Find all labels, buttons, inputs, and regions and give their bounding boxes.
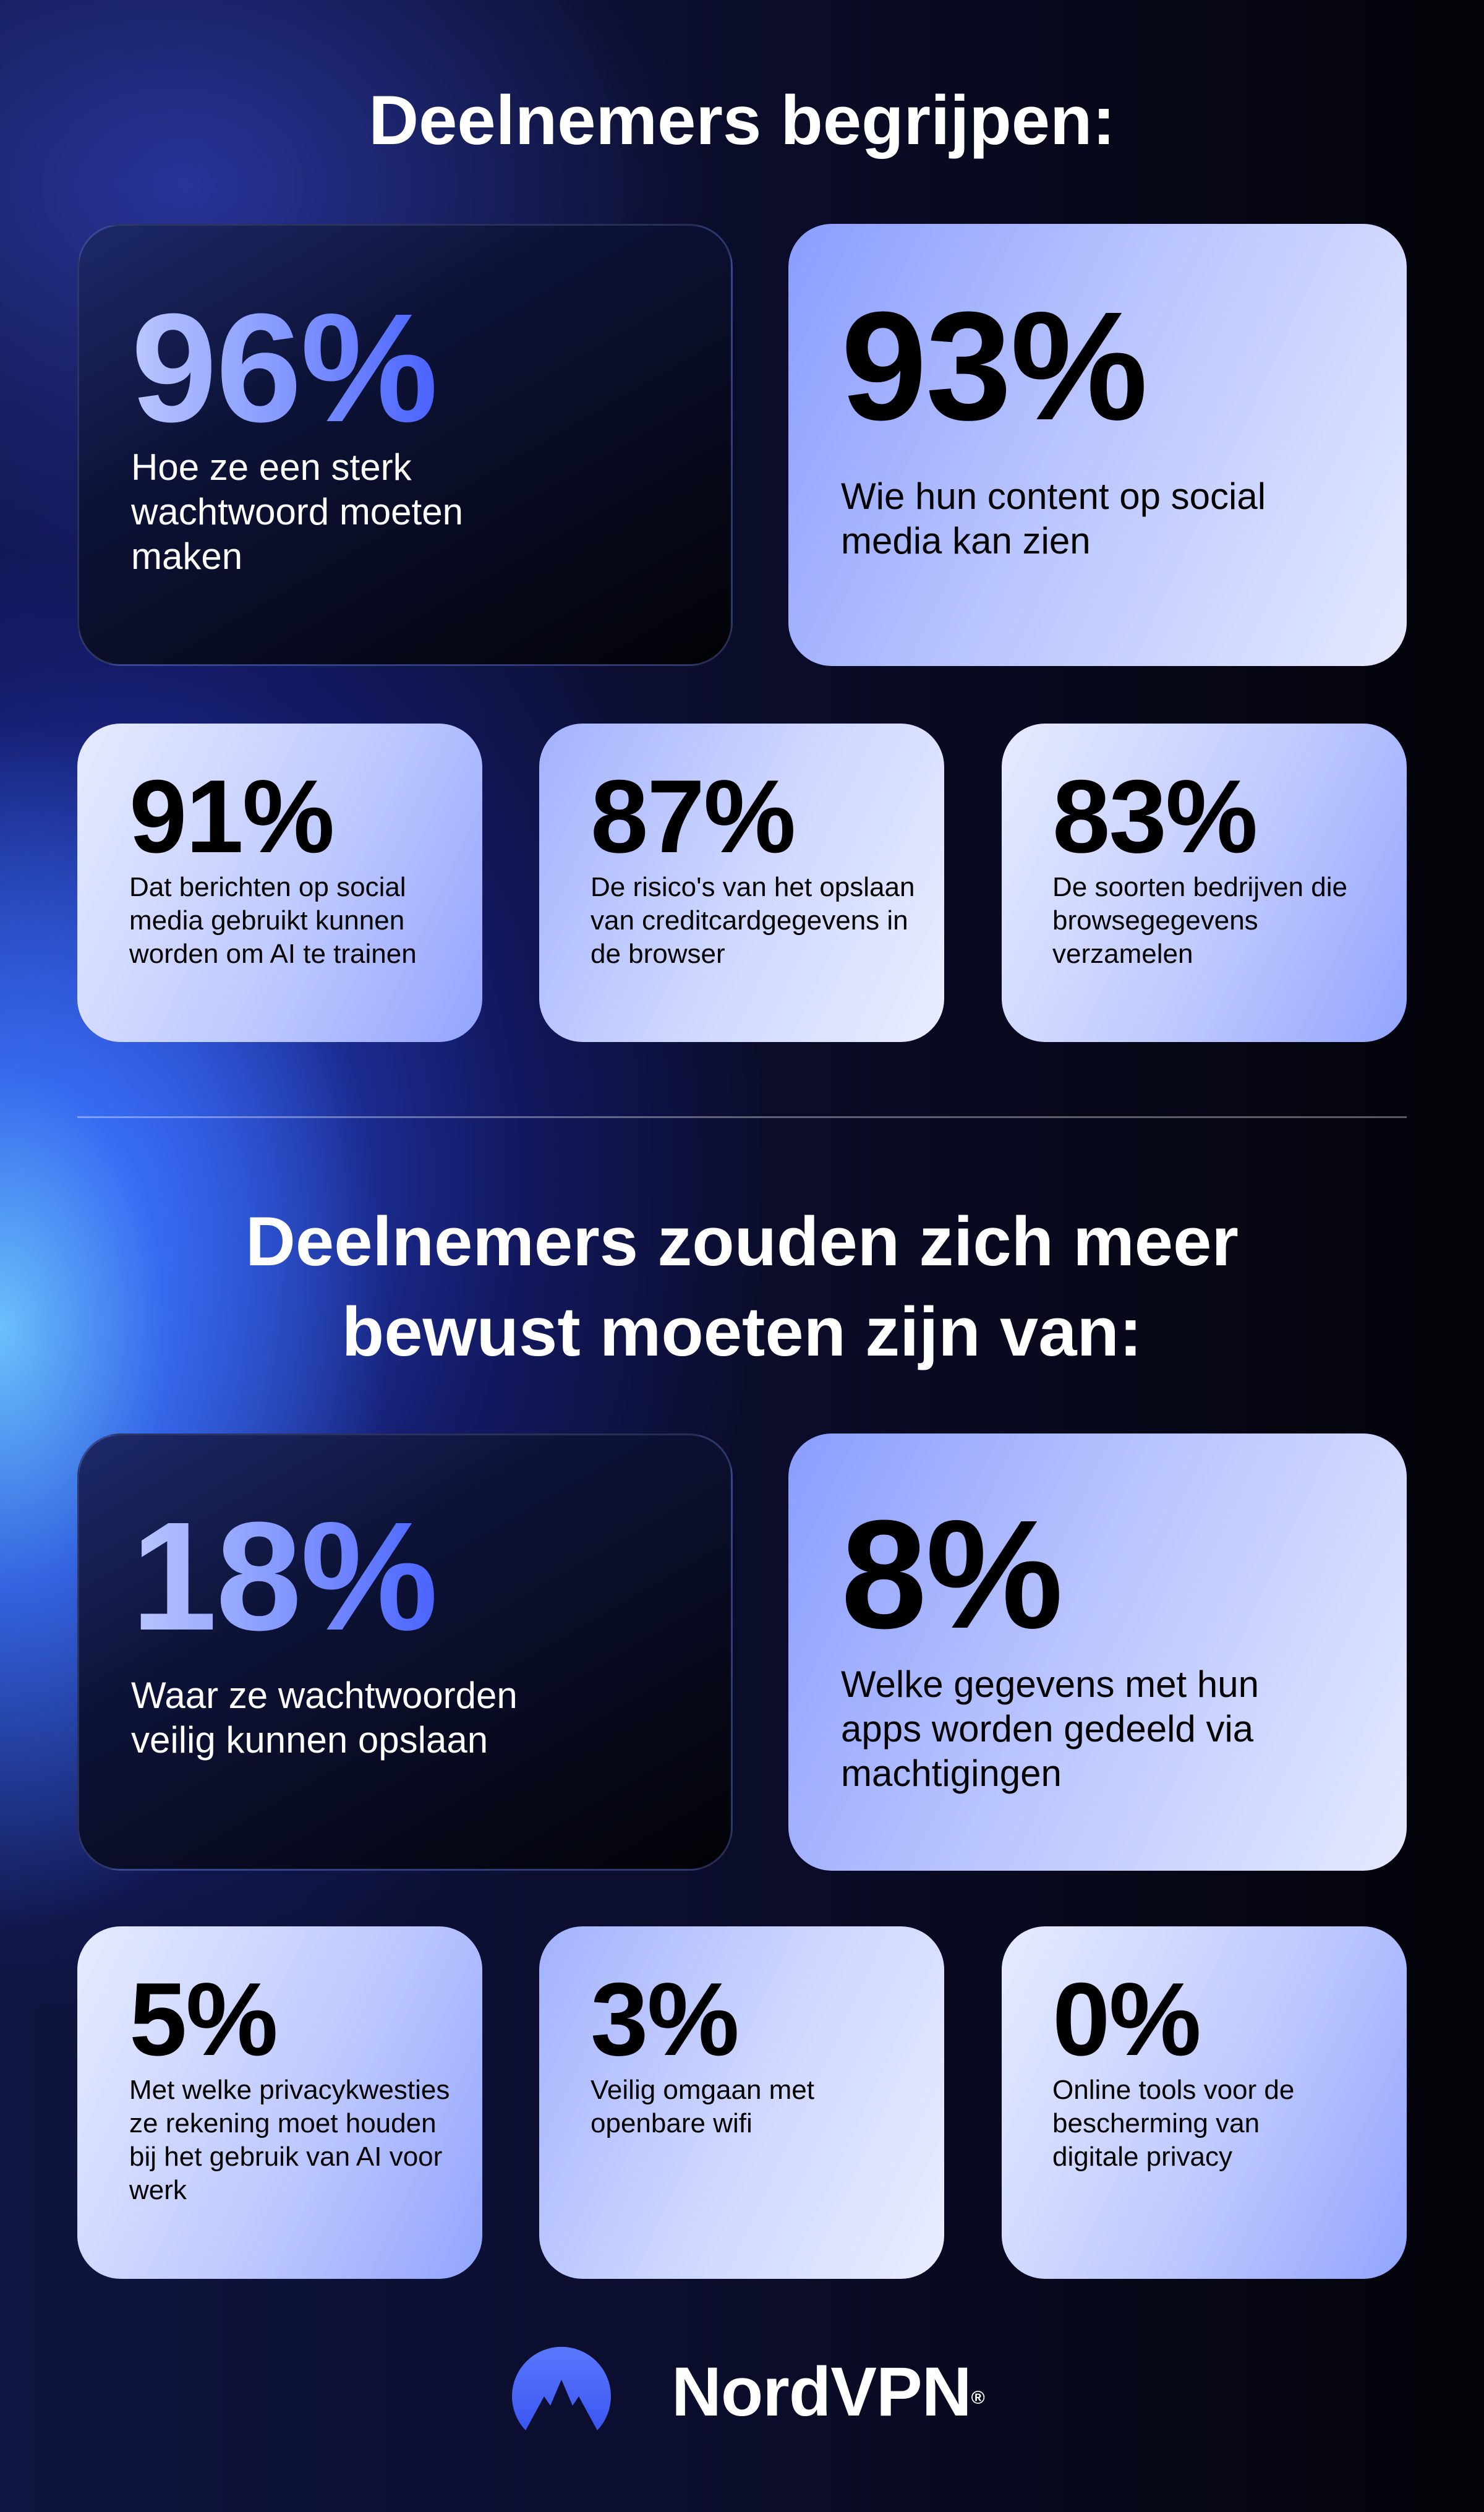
registered-mark: ® xyxy=(971,2388,985,2408)
nordvpn-logo: NordVPN® xyxy=(512,2338,985,2443)
section-1-title: Deelnemers begrijpen: xyxy=(369,82,1115,159)
stat-value: 91% xyxy=(129,758,335,874)
stat-description: De soorten bedrijven die browsegegevens … xyxy=(1052,872,1347,969)
stat-card-83: 83% De soorten bedrijven die browsegegev… xyxy=(1002,724,1407,1042)
stat-card-0: 0% Online tools voor de bescherming van … xyxy=(1002,1926,1407,2279)
stat-value: 96% xyxy=(131,281,438,454)
stat-card-91: 91% Dat berichten op social media gebrui… xyxy=(77,724,482,1042)
stat-value: 93% xyxy=(841,280,1148,452)
stat-card-3: 3% Veilig omgaan met openbare wifi xyxy=(539,1926,944,2279)
stat-description: De risico's van het opslaan van creditca… xyxy=(591,872,915,969)
stat-value: 18% xyxy=(131,1490,438,1662)
stat-value: 87% xyxy=(591,758,796,874)
stat-description: Waar ze wachtwoorden veilig kunnen opsla… xyxy=(131,1675,518,1761)
stat-value: 8% xyxy=(841,1488,1063,1660)
section-2-title-line-2: bewust moeten zijn van: xyxy=(341,1293,1143,1370)
stat-description: Dat berichten op social media gebruikt k… xyxy=(129,872,417,969)
stat-value: 0% xyxy=(1052,1961,1201,2077)
stat-description: Hoe ze een sterk wachtwoord moeten maken xyxy=(131,446,463,577)
nordvpn-mountain-logo-icon xyxy=(512,2346,611,2430)
stat-description: Online tools voor de bescherming van dig… xyxy=(1052,2075,1295,2172)
stat-value: 83% xyxy=(1052,758,1258,874)
section-2-title-line-1: Deelnemers zouden zich meer xyxy=(245,1203,1239,1280)
stat-value: 3% xyxy=(591,1961,740,2077)
stat-card-8: 8% Welke gegevens met hun apps worden ge… xyxy=(788,1433,1407,1871)
stat-value: 5% xyxy=(129,1961,278,2077)
stat-card-87: 87% De risico's van het opslaan van cred… xyxy=(539,724,944,1042)
brand-name: NordVPN® xyxy=(672,2353,985,2430)
stat-card-96: 96% Hoe ze een sterk wachtwoord moeten m… xyxy=(77,224,733,666)
stat-card-5: 5% Met welke privacykwesties ze rekening… xyxy=(77,1926,482,2279)
stat-card-93: 93% Wie hun content op social media kan … xyxy=(788,224,1407,666)
stat-card-18: 18% Waar ze wachtwoorden veilig kunnen o… xyxy=(77,1433,733,1871)
section-2-title: Deelnemers zouden zich meer bewust moete… xyxy=(0,1197,1484,1377)
stat-description: Veilig omgaan met openbare wifi xyxy=(591,2075,814,2138)
section-divider xyxy=(77,1116,1407,1118)
stat-description: Met welke privacykwesties ze rekening mo… xyxy=(129,2075,450,2205)
brand-name-text: NordVPN xyxy=(672,2353,972,2430)
stat-description: Welke gegevens met hun apps worden gedee… xyxy=(841,1664,1259,1794)
stat-description: Wie hun content op social media kan zien xyxy=(841,476,1266,562)
